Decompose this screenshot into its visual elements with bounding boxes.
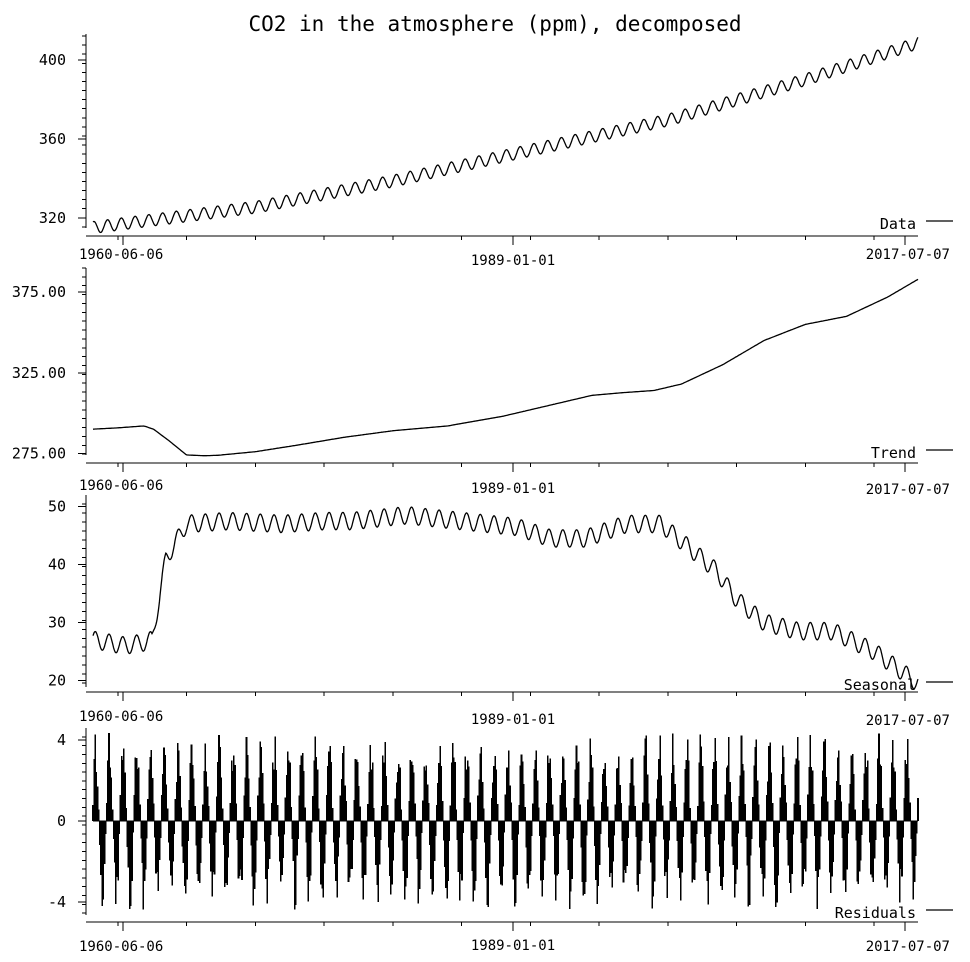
y-tick-label: 400 [39, 51, 66, 69]
y-tick-label: 360 [39, 130, 66, 148]
panel-data: 320 360 400 1960-06-06 1989-01-01 2017-07-07 D… [39, 34, 953, 269]
x-date-label: 2017-07-07 [866, 482, 950, 498]
panel-residuals: -4 0 4 1960-06-06 1989-01-01 2017-07-07 Residu… [48, 728, 953, 955]
panel-seasonal: 20 30 40 50 1960-06-06 1989-01-01 2017-07-07 Se… [48, 495, 953, 729]
x-date-label: 1960-06-06 [79, 939, 163, 955]
legend-label: Data [880, 215, 916, 233]
y-tick-label: 0 [57, 812, 66, 830]
y-tick-label: 20 [48, 671, 66, 689]
seasonal-series-line [92, 506, 919, 690]
y-tick-label: -4 [48, 893, 66, 911]
y-tick-label: 40 [48, 556, 66, 574]
y-tick-label: 50 [48, 498, 66, 516]
y-tick-label: 325.00 [12, 364, 66, 382]
x-date-label: 2017-07-07 [866, 247, 950, 263]
y-tick-label: 30 [48, 613, 66, 631]
x-date-label: 1989-01-01 [471, 938, 555, 954]
x-date-label: 2017-07-07 [866, 713, 950, 729]
trend-series-line [92, 278, 919, 457]
x-date-label: 1989-01-01 [471, 253, 555, 269]
panel-trend: 275.00 325.00 375.00 1960-06-06 1989-01-01 20… [12, 267, 953, 498]
y-tick-label: 275.00 [12, 444, 66, 462]
x-date-label: 1960-06-06 [79, 478, 163, 494]
legend-label: Seasonal [844, 676, 916, 694]
x-date-label: 2017-07-07 [866, 939, 950, 955]
x-date-label: 1989-01-01 [471, 712, 555, 728]
x-date-label: 1960-06-06 [79, 709, 163, 725]
x-date-label: 1989-01-01 [471, 481, 555, 497]
legend-label: Residuals [835, 904, 916, 922]
data-series-line [92, 37, 919, 234]
y-tick-label: 375.00 [12, 283, 66, 301]
legend-label: Trend [871, 444, 916, 462]
chart-title: CO2 in the atmosphere (ppm), decomposed [248, 12, 741, 36]
y-tick-label: 320 [39, 209, 66, 227]
y-tick-label: 4 [57, 731, 66, 749]
x-date-label: 1960-06-06 [79, 247, 163, 263]
